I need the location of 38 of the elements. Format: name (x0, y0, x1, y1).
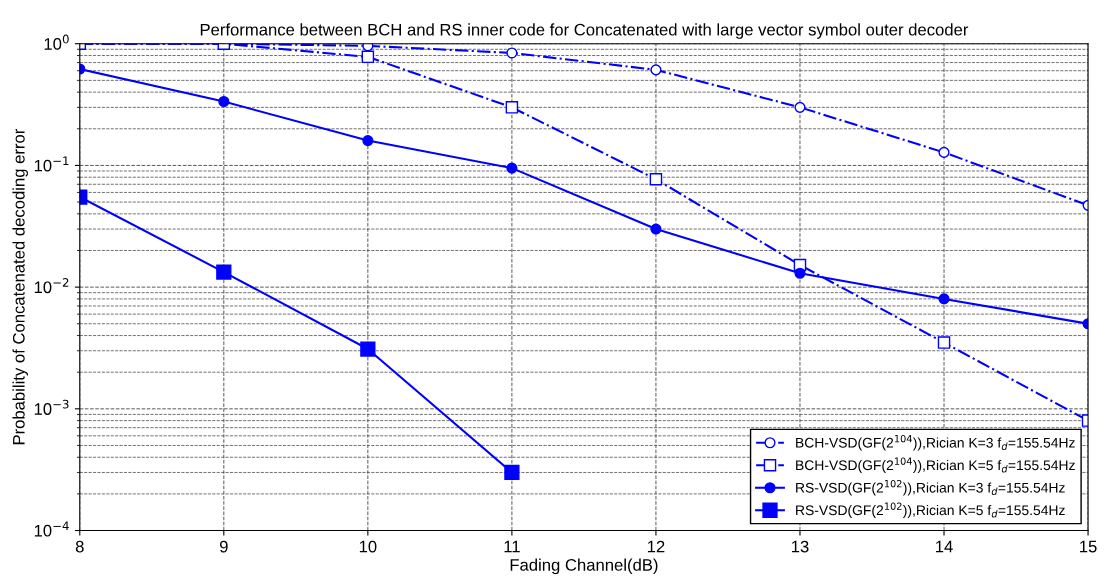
point (506, 47, 518, 59)
point (360, 341, 376, 357)
point (218, 95, 230, 108)
point (361, 50, 375, 64)
x-tick-label: 11 (504, 540, 520, 553)
point (938, 293, 950, 305)
legend-label: BCH-VSD(GF(2$^{104}$)),Rician K=5 f$_{d}$=155.54Hz (796, 457, 1075, 473)
point (362, 135, 374, 147)
x-axis-title: Fading Channel(dB) (510, 558, 658, 575)
x-tick-label: 12 (647, 540, 665, 553)
point (649, 172, 663, 186)
y-tick-label: 10$^{−3}$ (34, 399, 69, 415)
x-tick-label: 10 (359, 540, 377, 553)
legend-label: BCH-VSD(GF(2$^{104}$)),Rician K=3 f$_{d}$=155.54Hz (796, 434, 1075, 451)
point (794, 101, 806, 113)
y-tick-label: 10$^{−1}$ (34, 156, 69, 172)
legend-label: RS-VSD(GF(2$^{102}$)),Rician K=3 f$_{d}$=155.54Hz (796, 479, 1065, 496)
point (650, 223, 662, 235)
chart-title: Performance between BCH and RS inner code for Concatenated with large vector symbol outer decoder (200, 23, 969, 39)
legend-label: RS-VSD(GF(2$^{102}$)),Rician K=5 f$_{d}$=155.54Hz (796, 502, 1065, 518)
point (794, 267, 806, 279)
point (938, 146, 950, 158)
point (505, 101, 519, 114)
y-tick-label: 10$^{0}$ (44, 34, 69, 50)
point (362, 43, 374, 52)
y-axis-title: Probability of Concatenated decoding error (12, 128, 28, 445)
point (650, 64, 662, 76)
point (506, 162, 518, 174)
point (504, 464, 520, 481)
point (937, 336, 951, 349)
x-tick-label: 13 (791, 540, 809, 553)
x-tick-label: 14 (936, 540, 953, 553)
y-tick-label: 10$^{−2}$ (34, 278, 69, 294)
y-tick-label: 10$^{−4}$ (34, 521, 69, 537)
x-tick-label: 15 (1080, 540, 1097, 553)
x-tick-label: 8 (75, 540, 84, 553)
x-tick-label: 9 (219, 540, 228, 553)
point (216, 264, 232, 280)
